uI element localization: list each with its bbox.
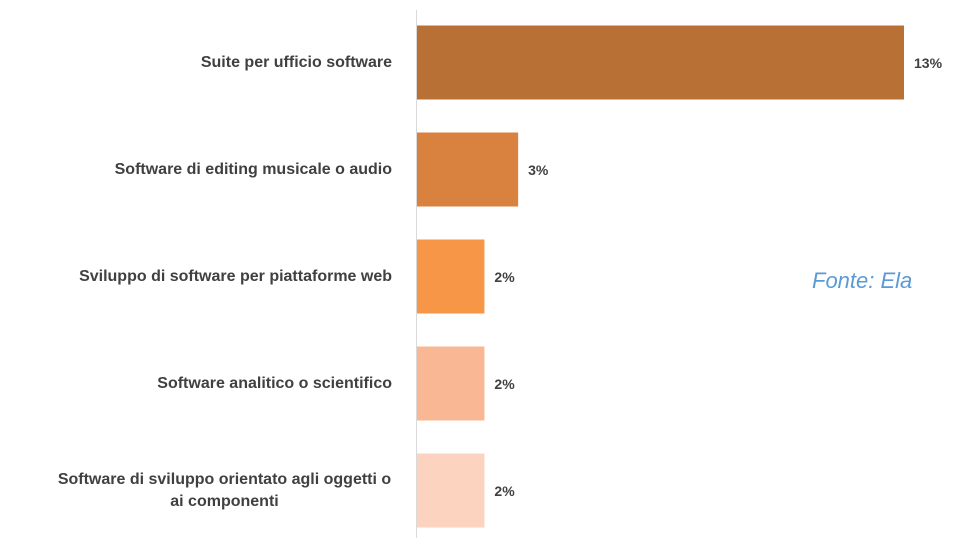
value-label: 3% (528, 161, 549, 178)
bar (417, 346, 485, 421)
category-label: Software di editing musicale o audio (114, 160, 392, 178)
category-label-box: Software analitico o scientifico (157, 373, 392, 395)
annotation: Fonte: Ela (812, 268, 913, 293)
category-label: Sviluppo di software per piattaforme web (79, 267, 392, 285)
bar (417, 25, 904, 100)
category-label-box: Suite per ufficio software (201, 52, 392, 74)
category-label: Software di sviluppo orientato agli ogge… (57, 470, 392, 510)
value-label: 2% (494, 268, 515, 285)
category-label: Suite per ufficio software (200, 53, 392, 71)
value-label: 13% (914, 54, 943, 71)
bar (417, 239, 485, 314)
bar (417, 453, 485, 528)
category-label: Software analitico o scientifico (157, 374, 392, 392)
bar (417, 132, 519, 207)
category-label-box: Sviluppo di software per piattaforme web (79, 266, 392, 288)
category-label-box: Software di sviluppo orientato agli ogge… (57, 469, 392, 513)
value-label: 2% (494, 482, 515, 499)
category-label-box: Software di editing musicale o audio (115, 159, 392, 181)
value-label: 2% (494, 375, 515, 392)
